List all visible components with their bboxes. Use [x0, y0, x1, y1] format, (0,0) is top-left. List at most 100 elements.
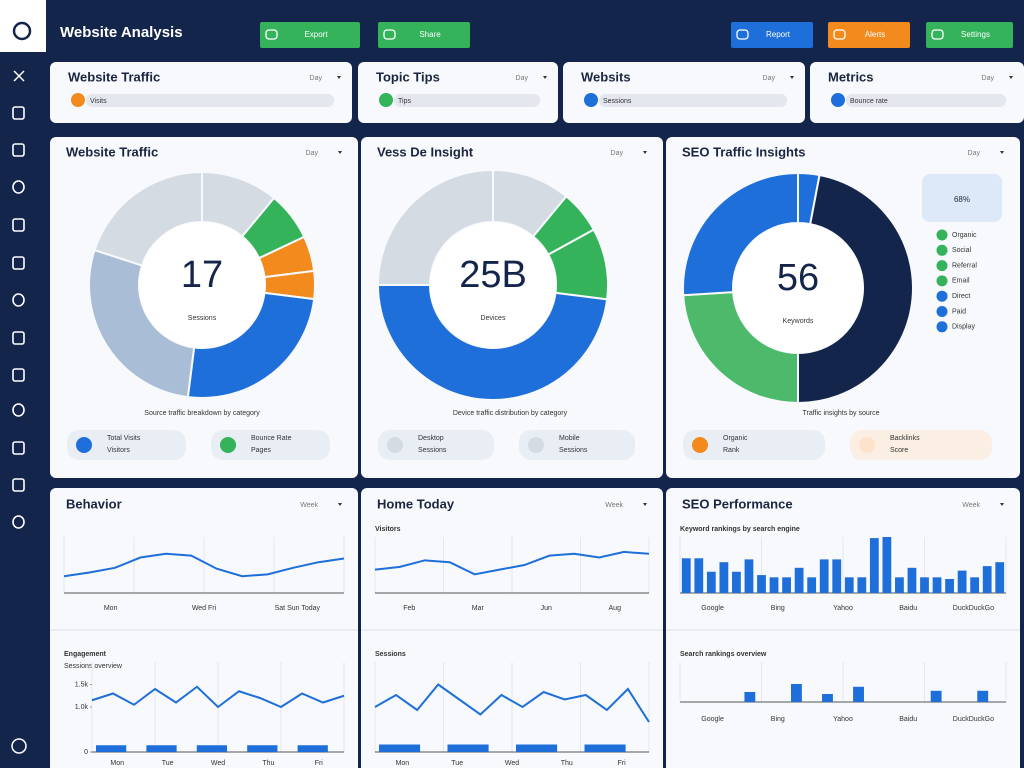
logo[interactable] [0, 0, 46, 52]
bar [832, 559, 842, 593]
card-filter[interactable]: Day [968, 150, 981, 157]
x-tick-label: Yahoo [833, 605, 853, 612]
progress-track [86, 94, 334, 107]
card-filter[interactable]: Week [605, 502, 623, 509]
header-button[interactable] [378, 22, 470, 48]
nav-icon[interactable] [12, 256, 25, 270]
card-title: Behavior [66, 496, 122, 511]
close-icon[interactable] [13, 70, 25, 82]
donut-hole [430, 222, 556, 348]
bar [895, 577, 904, 593]
x-tick-label: Mon [396, 760, 410, 767]
nav-icon[interactable] [12, 515, 25, 529]
legend-dot [936, 275, 948, 287]
card-title: Website Traffic [68, 69, 160, 84]
progress-track [394, 94, 540, 107]
bar [769, 577, 779, 593]
x-tick-label: DuckDuckGo [953, 716, 994, 723]
bar [970, 577, 980, 593]
header-button[interactable] [926, 22, 1013, 48]
bar [869, 538, 879, 593]
status-icon [71, 93, 85, 107]
progress-track [846, 94, 1006, 107]
help-icon[interactable] [11, 738, 27, 754]
x-tick-label: Tue [162, 760, 174, 767]
bar [957, 570, 967, 593]
bar [379, 744, 421, 752]
card-filter[interactable]: Day [982, 75, 995, 82]
donut-caption: Device traffic distribution by category [453, 410, 568, 417]
progress-label: Sessions [603, 98, 632, 105]
header-button[interactable] [731, 22, 813, 48]
nav-icon[interactable] [12, 368, 25, 382]
legend-dot [936, 244, 948, 256]
stat-sub: Pages [251, 447, 271, 454]
card [810, 62, 1024, 123]
bar [96, 745, 127, 752]
card [50, 488, 358, 768]
x-tick-label: Feb [403, 605, 415, 612]
stat-sub: Visitors [107, 447, 130, 454]
nav-icon[interactable] [12, 331, 25, 345]
card [361, 488, 663, 768]
nav-icon[interactable] [12, 478, 25, 492]
dropdown-arrow [1009, 76, 1013, 79]
nav-icon[interactable] [12, 106, 25, 120]
donut-hole [733, 223, 863, 353]
legend-dot [936, 229, 948, 241]
card-filter[interactable]: Week [300, 502, 318, 509]
x-tick-label: Thu [561, 760, 573, 767]
nav-icon[interactable] [12, 441, 25, 455]
header-button[interactable] [260, 22, 360, 48]
stat-pill [378, 430, 494, 460]
legend-label: Referral [952, 262, 977, 269]
bar [757, 575, 766, 593]
stat-icon [76, 437, 92, 453]
stat-pill [850, 430, 992, 460]
card-filter[interactable]: Day [310, 75, 323, 82]
card-filter[interactable]: Day [516, 75, 529, 82]
x-tick-label: Tue [451, 760, 463, 767]
card-filter[interactable]: Day [763, 75, 776, 82]
donut-hole [139, 222, 265, 348]
stat-title: Backlinks [890, 435, 920, 442]
card-title: Vess De Insight [377, 144, 474, 159]
line-series [63, 552, 345, 578]
donut-center-label: Devices [481, 315, 506, 322]
status-icon [584, 93, 598, 107]
nav-icon[interactable] [12, 403, 25, 417]
nav-icon[interactable] [12, 180, 25, 194]
card-filter[interactable]: Day [611, 150, 624, 157]
donut-caption: Source traffic breakdown by category [144, 410, 260, 417]
card [358, 62, 558, 123]
card-filter[interactable]: Week [962, 502, 980, 509]
button-label: Report [766, 30, 791, 39]
bar [146, 745, 177, 752]
card [563, 62, 805, 123]
button-label: Export [304, 30, 328, 39]
bar [584, 744, 626, 752]
x-tick-label: Bing [771, 605, 785, 612]
bar [681, 558, 691, 593]
button-label: Share [419, 30, 441, 39]
x-tick-label: Fri [618, 760, 627, 767]
stat-pill [683, 430, 825, 460]
panel-subtitle: Search rankings overview [680, 651, 767, 658]
stat-pill [519, 430, 635, 460]
card-filter[interactable]: Day [306, 150, 319, 157]
bar [977, 690, 989, 702]
bar [882, 537, 892, 593]
legend-label: Display [952, 324, 975, 331]
stat-icon [387, 437, 403, 453]
nav-icon[interactable] [12, 143, 25, 157]
nav-icon[interactable] [12, 218, 25, 232]
header-button[interactable] [828, 22, 910, 48]
status-icon [831, 93, 845, 107]
nav-icon[interactable] [12, 293, 25, 307]
dropdown-arrow [1000, 503, 1004, 506]
bar [790, 684, 802, 702]
bar [853, 686, 864, 702]
stat-title: Desktop [418, 435, 444, 442]
bar [844, 577, 854, 593]
badge [922, 174, 1002, 222]
